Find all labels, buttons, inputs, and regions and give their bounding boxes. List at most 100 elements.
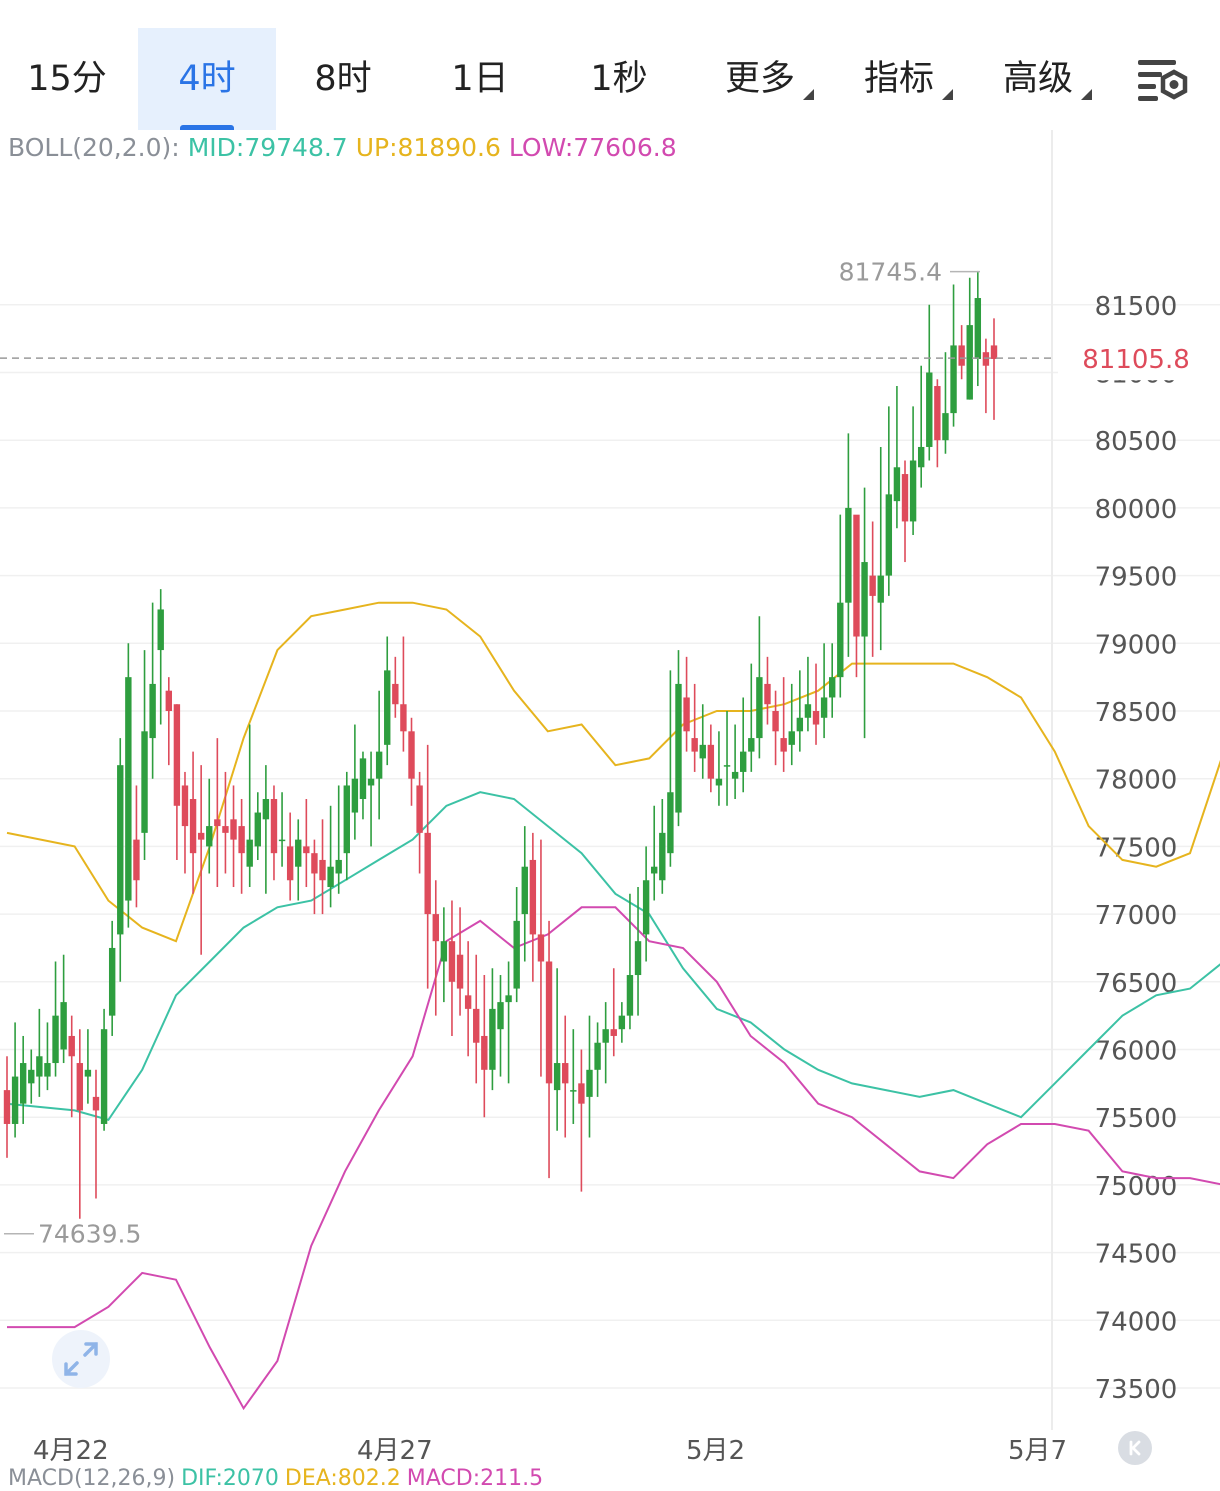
tab-15m[interactable]: 15分 bbox=[0, 28, 134, 130]
candle bbox=[707, 724, 715, 793]
active-tab-indicator bbox=[180, 125, 234, 130]
candle bbox=[335, 785, 342, 894]
candle bbox=[230, 785, 237, 888]
advanced-dropdown[interactable]: 高级 bbox=[968, 28, 1108, 130]
candle bbox=[942, 352, 949, 454]
boll-name: BOLL(20,2.0): bbox=[8, 133, 180, 162]
candle bbox=[319, 819, 326, 915]
chart-settings-button[interactable] bbox=[1130, 52, 1192, 112]
candle bbox=[125, 643, 132, 928]
tab-label: 更多 bbox=[724, 59, 795, 99]
candle bbox=[788, 683, 795, 766]
candle bbox=[715, 731, 723, 806]
y-tick-label: 79500 bbox=[1095, 563, 1178, 593]
candle-body bbox=[950, 345, 957, 414]
candle-body bbox=[723, 765, 731, 767]
candle bbox=[327, 805, 334, 908]
candle-body bbox=[92, 1096, 100, 1111]
candle bbox=[189, 751, 197, 894]
jump-to-latest-button[interactable] bbox=[1118, 1431, 1152, 1465]
dropdown-arrow-icon bbox=[942, 89, 953, 100]
candle bbox=[311, 839, 318, 915]
tab-8h[interactable]: 8时 bbox=[276, 28, 410, 130]
candle-body bbox=[456, 954, 464, 989]
y-tick-label: 73500 bbox=[1095, 1375, 1178, 1405]
candle bbox=[181, 771, 189, 874]
candle-body bbox=[100, 1029, 108, 1124]
candle bbox=[529, 832, 537, 982]
candle bbox=[869, 521, 876, 657]
candle bbox=[618, 1002, 626, 1043]
candle bbox=[416, 771, 423, 874]
candle-body bbox=[117, 765, 124, 935]
candle-body bbox=[367, 778, 375, 786]
candle-body bbox=[60, 1002, 67, 1050]
candle-body bbox=[877, 575, 884, 603]
candle bbox=[375, 690, 383, 820]
candle-body bbox=[982, 352, 990, 366]
candle-body bbox=[125, 677, 132, 901]
indicators-dropdown[interactable]: 指标 bbox=[830, 28, 968, 130]
candle bbox=[659, 799, 666, 894]
candle-body bbox=[286, 846, 294, 881]
candle bbox=[934, 379, 941, 468]
expand-button[interactable] bbox=[52, 1330, 110, 1388]
candle-body bbox=[473, 1008, 480, 1043]
candle bbox=[675, 650, 682, 827]
candle-body bbox=[489, 1008, 496, 1070]
candle bbox=[683, 656, 690, 752]
candle bbox=[545, 920, 553, 1179]
candle bbox=[812, 663, 820, 745]
tab-1d[interactable]: 1日 bbox=[412, 28, 548, 130]
candle bbox=[699, 704, 706, 779]
candle-body bbox=[311, 853, 318, 874]
candle-body bbox=[869, 575, 876, 596]
candle-body bbox=[934, 386, 941, 441]
candle-body bbox=[497, 1002, 504, 1030]
candle-body bbox=[853, 514, 860, 637]
candle bbox=[861, 487, 868, 739]
candle-body bbox=[699, 744, 706, 759]
candle bbox=[68, 1015, 75, 1118]
candle-body bbox=[181, 785, 189, 827]
macd-name: MACD(12,26,9) bbox=[8, 1466, 176, 1491]
candle bbox=[28, 1049, 35, 1104]
candle bbox=[400, 636, 407, 752]
candle-body bbox=[707, 744, 715, 779]
candle-body bbox=[756, 677, 763, 739]
more-dropdown[interactable]: 更多 bbox=[690, 28, 830, 130]
candle bbox=[19, 1035, 27, 1124]
candle bbox=[286, 812, 294, 901]
candle-body bbox=[505, 995, 512, 1003]
candle bbox=[586, 1015, 593, 1138]
candle bbox=[92, 1069, 100, 1199]
candle-body bbox=[820, 697, 828, 718]
candle-body bbox=[343, 785, 350, 854]
candle bbox=[238, 799, 245, 894]
candle bbox=[642, 846, 650, 962]
candle-body bbox=[966, 325, 973, 400]
candle bbox=[764, 656, 771, 725]
candle-body bbox=[440, 941, 448, 962]
candlestick-chart[interactable]: 8150081000805008000079500790007850078000… bbox=[0, 130, 1220, 1430]
candle-body bbox=[189, 799, 197, 854]
x-tick-label: 5月2 bbox=[686, 1436, 746, 1466]
candle bbox=[990, 318, 998, 420]
y-tick-label: 75500 bbox=[1095, 1104, 1178, 1134]
tab-1s[interactable]: 1秒 bbox=[550, 28, 688, 130]
candle bbox=[133, 785, 140, 908]
candle bbox=[553, 968, 561, 1131]
y-tick-label: 77500 bbox=[1095, 833, 1178, 863]
tab-4h[interactable]: 4时 bbox=[138, 28, 276, 130]
candle bbox=[853, 514, 860, 678]
candle-body bbox=[270, 799, 278, 854]
candle-body bbox=[246, 839, 253, 867]
x-tick-label: 4月22 bbox=[33, 1436, 109, 1466]
boll-lower-line bbox=[7, 906, 1220, 1411]
candle-body bbox=[553, 1063, 561, 1091]
candle-body bbox=[108, 947, 116, 1016]
y-tick-label: 75000 bbox=[1095, 1172, 1178, 1202]
candle-body bbox=[764, 683, 771, 705]
candle bbox=[982, 338, 990, 414]
candle bbox=[60, 954, 67, 1064]
